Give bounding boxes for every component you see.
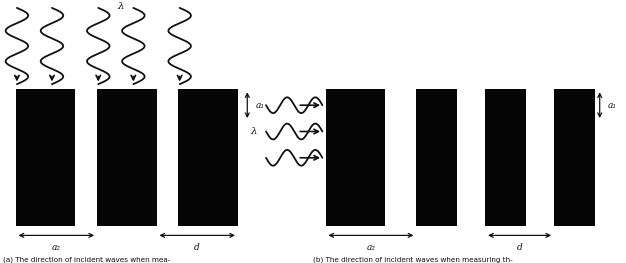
Bar — [326, 89, 385, 226]
Text: a₁: a₁ — [255, 101, 264, 110]
Bar — [16, 89, 75, 226]
Text: λ: λ — [118, 2, 124, 11]
Bar — [416, 89, 457, 226]
Bar — [178, 89, 238, 226]
Text: a₂: a₂ — [52, 243, 61, 252]
Text: d: d — [194, 243, 200, 252]
Text: (b) The direction of incident waves when measuring th-: (b) The direction of incident waves when… — [313, 256, 513, 263]
Text: λ: λ — [250, 127, 257, 136]
Text: (a) The direction of incident waves when mea-: (a) The direction of incident waves when… — [3, 256, 170, 263]
Bar — [554, 89, 595, 226]
Text: a₁: a₁ — [608, 101, 617, 110]
Bar — [97, 89, 156, 226]
Bar — [485, 89, 526, 226]
Text: d: d — [516, 243, 523, 252]
Text: a₂: a₂ — [366, 243, 376, 252]
